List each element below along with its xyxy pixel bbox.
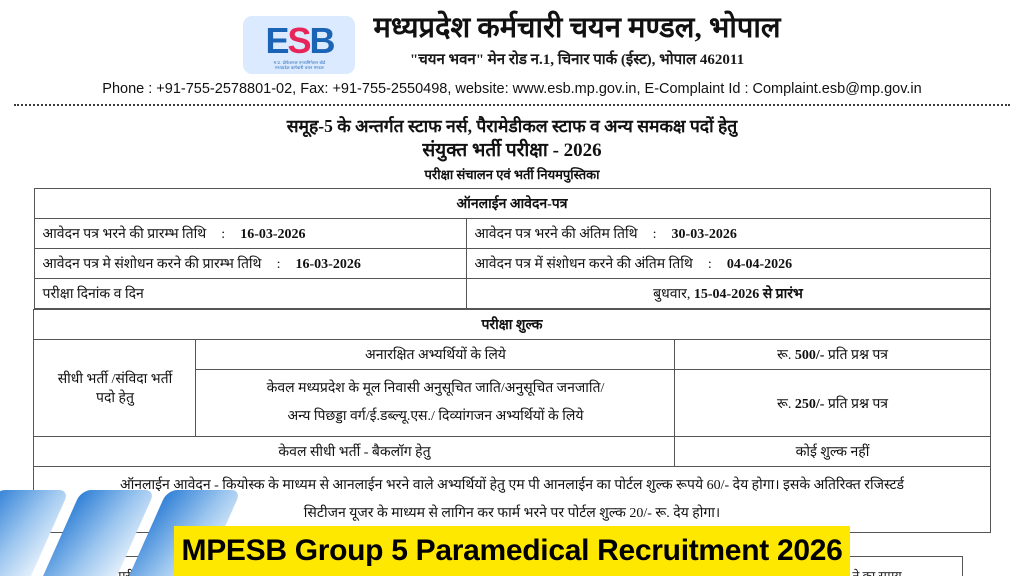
organization-address: "चयन भवन" मेन रोड न.1, चिनार पार्क (ईस्ट… — [409, 52, 745, 69]
fee-category-label: सीधी भर्ती /संविदा भर्ती पदो हेतु — [33, 339, 197, 438]
letterhead: ESB म.प्र. प्रोफेशनल एग्जामिनेशन बोर्ड म… — [0, 0, 1024, 74]
table-row: आवेदन पत्र भरने की प्रारम्भ तिथि:16-03-2… — [33, 218, 991, 250]
correction-end-sep: : — [707, 257, 712, 273]
fee-backlog-desc: केवल सीधी भर्ती - बैकलॉग हेतु — [33, 436, 676, 468]
logo-subtitle: म.प्र. प्रोफेशनल एग्जामिनेशन बोर्ड मध्यप… — [243, 60, 355, 70]
letterhead-text: मध्यप्रदेश कर्मचारी चयन मण्डल, भोपाल "चय… — [373, 12, 780, 69]
logo-subtitle-line1: म.प्र. प्रोफेशनल एग्जामिनेशन बोर्ड — [273, 60, 326, 65]
app-end-date-value: 30-03-2026 — [671, 227, 737, 243]
app-start-date-value: 16-03-2026 — [240, 227, 306, 243]
table-row: आवेदन पत्र मे संशोधन करने की प्रारम्भ ति… — [33, 248, 991, 280]
fee-reserved-desc-line2: अन्य पिछड्डा वर्ग/ई.डब्ल्यू.एस./ दिव्यां… — [287, 409, 584, 425]
fee-reserved-desc: केवल मध्यप्रदेश के मूल निवासी अनुसूचित ज… — [195, 369, 676, 438]
fee-table: परीक्षा शुल्क सीधी भर्ती /संविदा भर्ती प… — [33, 309, 991, 533]
correction-start-sep: : — [276, 257, 281, 273]
fee-category-line2: पदो हेतु — [96, 391, 134, 407]
organization-name: मध्यप्रदेश कर्मचारी चयन मण्डल, भोपाल — [373, 12, 781, 44]
table-row: केवल सीधी भर्ती - बैकलॉग हेतु कोई शुल्क … — [33, 436, 991, 468]
exam-date-day: बुधवार, — [653, 287, 694, 303]
fee-unreserved-desc: अनारक्षित अभ्यर्थियों के लिये — [195, 339, 676, 371]
correction-end-label: आवेदन पत्र में संशोधन करने की अंतिम तिथि — [474, 257, 693, 273]
portal-fee-note-line2: सिटीजन यूजर के माध्यम से लागिन कर फार्म … — [303, 505, 721, 521]
organization-contact: Phone : +91-755-2578801-02, Fax: +91-755… — [102, 81, 922, 97]
logo-subtitle-line2: मध्यप्रदेश कर्मचारी चयन मण्डल — [275, 65, 324, 70]
app-start-date-cell: आवेदन पत्र भरने की प्रारम्भ तिथि:16-03-2… — [33, 218, 467, 250]
table-row: परीक्षा दिनांक व दिन बुधवार, 15-04-2026 … — [33, 278, 991, 310]
document-title-line1: समूह-5 के अन्तर्गत स्टाफ नर्स, पैरामेडीक… — [286, 116, 738, 136]
app-end-date-cell: आवेदन पत्र भरने की अंतिम तिथि:30-03-2026 — [465, 218, 991, 250]
table-row: ऑनलाईन आवेदन - कियोस्क के माध्यम से आनला… — [33, 466, 991, 533]
logo-letter-e: E — [265, 20, 289, 61]
fee-band-title: परीक्षा शुल्क — [33, 309, 991, 341]
document-subtitle: परीक्षा संचालन एवं भर्ती नियमपुस्तिका — [424, 167, 600, 183]
app-end-date-label: आवेदन पत्र भरने की अंतिम तिथि — [474, 227, 638, 243]
logo-letter-b: B — [309, 20, 336, 61]
fee-reserved-desc-line1: केवल मध्यप्रदेश के मूल निवासी अनुसूचित ज… — [266, 381, 605, 397]
portal-fee-note: ऑनलाईन आवेदन - कियोस्क के माध्यम से आनला… — [33, 466, 991, 533]
table-row: केवल मध्यप्रदेश के मूल निवासी अनुसूचित ज… — [34, 369, 991, 438]
correction-start-cell: आवेदन पत्र मे संशोधन करने की प्रारम्भ ति… — [33, 248, 467, 280]
fee-backlog-amount: कोई शुल्क नहीं — [674, 436, 991, 468]
portal-fee-note-line1: ऑनलाईन आवेदन - कियोस्क के माध्यम से आनला… — [119, 478, 905, 494]
esb-logo: ESB म.प्र. प्रोफेशनल एग्जामिनेशन बोर्ड म… — [243, 16, 356, 74]
esb-logo-letters: ESB — [265, 20, 336, 61]
document-title-line2: संयुक्त भर्ती परीक्षा - 2026 — [422, 139, 602, 161]
fee-unreserved-amount-suffix: प्रति प्रश्न पत्र — [824, 348, 889, 364]
table-row: सीधी भर्ती /संविदा भर्ती पदो हेतु अनारक्… — [33, 339, 991, 438]
exam-date-label-cell: परीक्षा दिनांक व दिन — [33, 278, 467, 310]
fee-reserved-amount: रू. 250/- प्रति प्रश्न पत्र — [674, 369, 991, 438]
app-end-date-sep: : — [652, 227, 657, 243]
correction-start-value: 16-03-2026 — [295, 257, 361, 273]
overlay-banner: MPESB Group 5 Paramedical Recruitment 20… — [174, 526, 850, 576]
correction-end-value: 04-04-2026 — [726, 257, 793, 273]
app-start-date-sep: : — [221, 227, 226, 243]
fee-reserved-amount-value: 250/- — [794, 396, 825, 412]
table-row: ऑनलाईन आवेदन-पत्र — [33, 188, 991, 220]
fee-category-line1: सीधी भर्ती /संविदा भर्ती — [57, 372, 173, 388]
application-band-title: ऑनलाईन आवेदन-पत्र — [33, 188, 991, 220]
app-start-date-label: आवेदन पत्र भरने की प्रारम्भ तिथि — [42, 227, 207, 243]
correction-end-cell: आवेदन पत्र में संशोधन करने की अंतिम तिथि… — [465, 248, 991, 280]
table-row: परीक्षा शुल्क — [33, 309, 991, 341]
fee-reserved-amount-suffix: प्रति प्रश्न पत्र — [824, 396, 889, 412]
exam-date-value-cell: बुधवार, 15-04-2026 से प्रारंभ — [465, 278, 991, 310]
correction-start-label: आवेदन पत्र मे संशोधन करने की प्रारम्भ ति… — [42, 257, 262, 273]
fee-unreserved-amount-prefix: रू. — [776, 348, 795, 364]
header-divider — [14, 104, 1010, 106]
fee-reserved-amount-prefix: रू. — [776, 396, 795, 412]
application-table: ऑनलाईन आवेदन-पत्र आवेदन पत्र भरने की प्र… — [33, 188, 991, 310]
exam-date-value: 15-04-2026 से प्रारंभ — [693, 287, 803, 303]
fee-unreserved-amount-value: 500/- — [794, 348, 825, 364]
fee-unreserved-amount: रू. 500/- प्रति प्रश्न पत्र — [674, 339, 991, 371]
logo-letter-s: S — [287, 20, 311, 61]
